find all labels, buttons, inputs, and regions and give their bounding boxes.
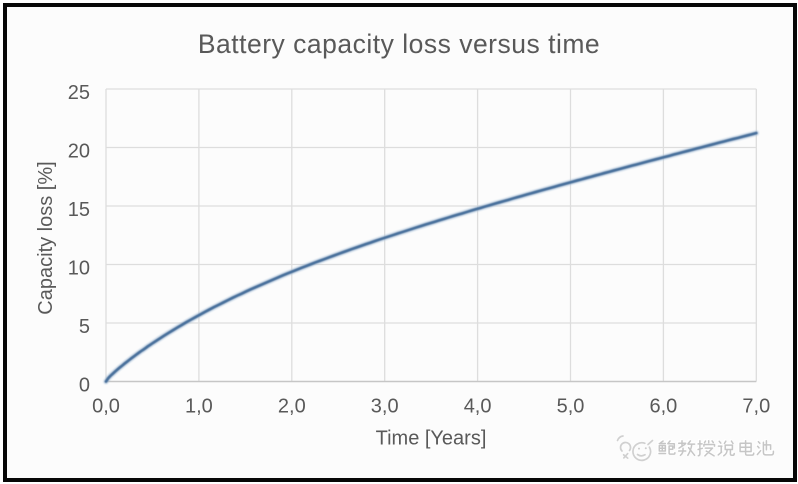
svg-text:7,0: 7,0 [742,396,770,418]
svg-text:5: 5 [79,316,90,338]
svg-text:3,0: 3,0 [371,396,399,418]
svg-text:5,0: 5,0 [557,396,585,418]
svg-text:10: 10 [68,258,90,280]
svg-text:6,0: 6,0 [649,396,677,418]
svg-text:0: 0 [79,375,90,397]
svg-text:Battery capacity loss versus t: Battery capacity loss versus time [198,29,600,59]
svg-text:1,0: 1,0 [185,396,213,418]
svg-text:0,0: 0,0 [92,396,120,418]
svg-text:15: 15 [68,199,90,221]
svg-text:Time [Years]: Time [Years] [376,428,487,450]
svg-text:20: 20 [68,141,90,163]
svg-text:4,0: 4,0 [464,396,492,418]
svg-text:2,0: 2,0 [278,396,306,418]
svg-text:Capacity loss [%]: Capacity loss [%] [35,161,57,314]
svg-text:25: 25 [68,82,90,104]
